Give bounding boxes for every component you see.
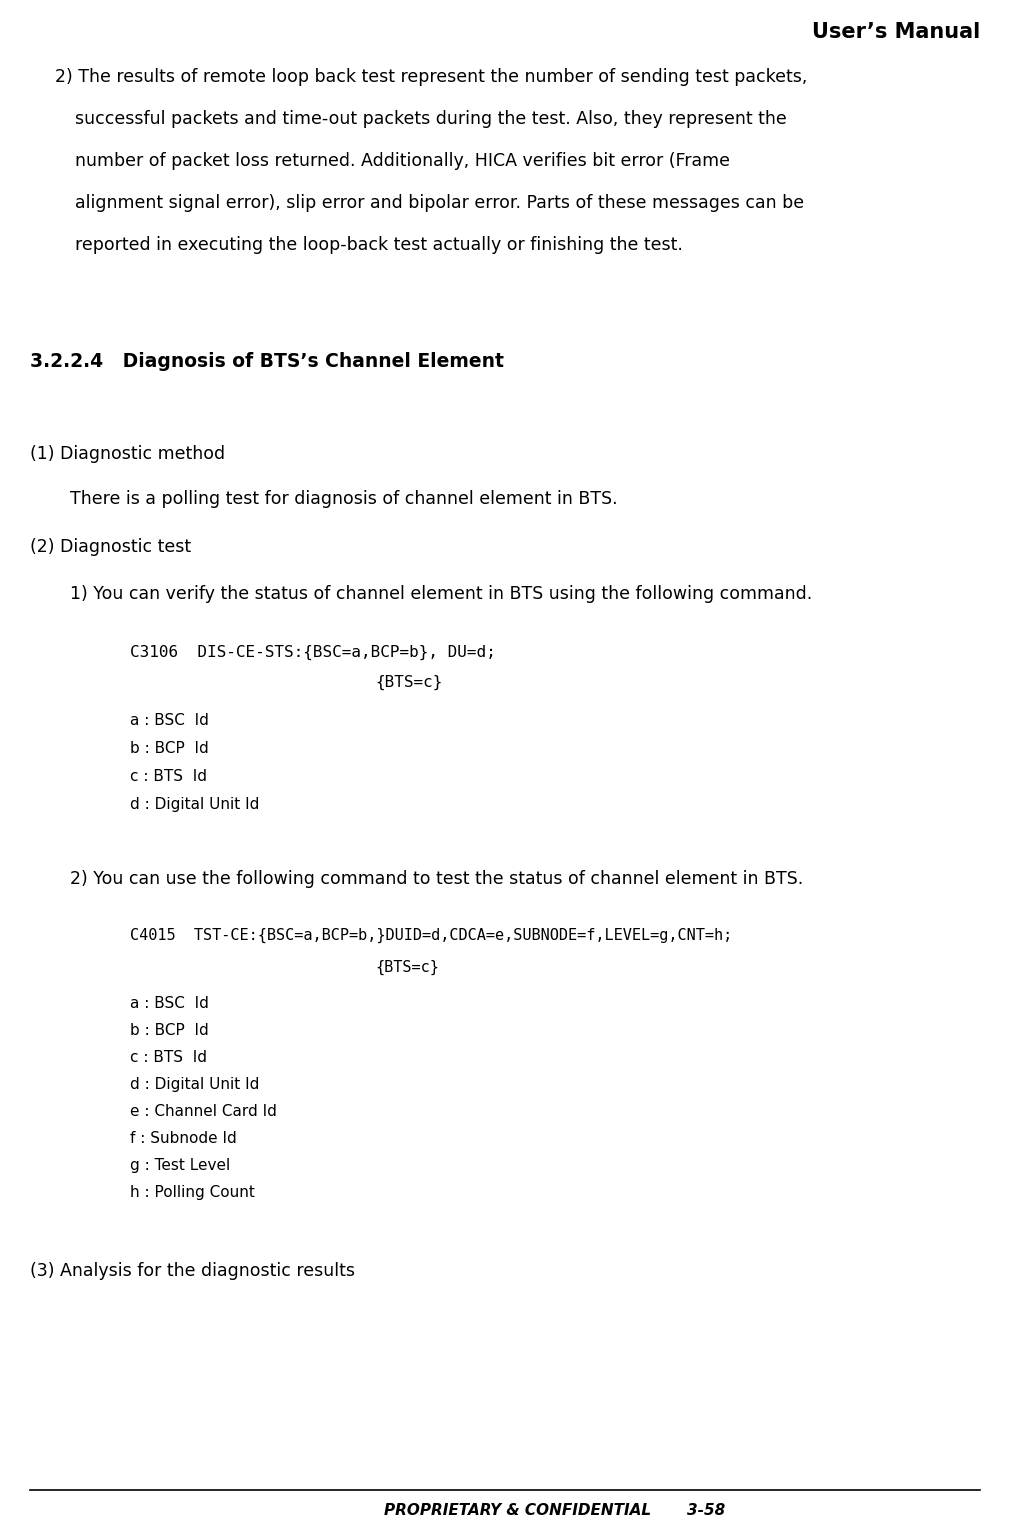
Text: a : BSC  Id: a : BSC Id — [130, 995, 209, 1011]
Text: (1) Diagnostic method: (1) Diagnostic method — [30, 445, 225, 463]
Text: d : Digital Unit Id: d : Digital Unit Id — [130, 797, 260, 812]
Text: There is a polling test for diagnosis of channel element in BTS.: There is a polling test for diagnosis of… — [70, 489, 618, 508]
Text: {BTS=c}: {BTS=c} — [375, 960, 439, 976]
Text: g : Test Level: g : Test Level — [130, 1157, 230, 1173]
Text: (2) Diagnostic test: (2) Diagnostic test — [30, 538, 191, 557]
Text: c : BTS  Id: c : BTS Id — [130, 1050, 207, 1066]
Text: {BTS=c}: {BTS=c} — [375, 674, 442, 690]
Text: number of packet loss returned. Additionally, HICA verifies bit error (Frame: number of packet loss returned. Addition… — [75, 151, 730, 170]
Text: User’s Manual: User’s Manual — [812, 21, 980, 41]
Text: alignment signal error), slip error and bipolar error. Parts of these messages c: alignment signal error), slip error and … — [75, 194, 804, 213]
Text: PROPRIETARY & CONFIDENTIAL: PROPRIETARY & CONFIDENTIAL — [384, 1503, 650, 1518]
Text: a : BSC  Id: a : BSC Id — [130, 713, 209, 728]
Text: b : BCP  Id: b : BCP Id — [130, 742, 209, 755]
Text: 2) The results of remote loop back test represent the number of sending test pac: 2) The results of remote loop back test … — [55, 67, 807, 86]
Text: e : Channel Card Id: e : Channel Card Id — [130, 1104, 277, 1119]
Text: 2) You can use the following command to test the status of channel element in BT: 2) You can use the following command to … — [70, 870, 803, 888]
Text: C3106  DIS-CE-STS:{BSC=a,BCP=b}, DU=d;: C3106 DIS-CE-STS:{BSC=a,BCP=b}, DU=d; — [130, 645, 496, 661]
Text: c : BTS  Id: c : BTS Id — [130, 769, 207, 784]
Text: h : Polling Count: h : Polling Count — [130, 1185, 255, 1200]
Text: C4015  TST-CE:{BSC=a,BCP=b,}DUID=d,CDCA=e,SUBNODE=f,LEVEL=g,CNT=h;: C4015 TST-CE:{BSC=a,BCP=b,}DUID=d,CDCA=e… — [130, 928, 732, 943]
Text: b : BCP  Id: b : BCP Id — [130, 1023, 209, 1038]
Text: (3) Analysis for the diagnostic results: (3) Analysis for the diagnostic results — [30, 1261, 355, 1280]
Text: 3.2.2.4   Diagnosis of BTS’s Channel Element: 3.2.2.4 Diagnosis of BTS’s Channel Eleme… — [30, 352, 504, 372]
Text: d : Digital Unit Id: d : Digital Unit Id — [130, 1076, 260, 1092]
Text: f : Subnode Id: f : Subnode Id — [130, 1131, 236, 1147]
Text: 1) You can verify the status of channel element in BTS using the following comma: 1) You can verify the status of channel … — [70, 586, 812, 602]
Text: reported in executing the loop-back test actually or finishing the test.: reported in executing the loop-back test… — [75, 235, 683, 254]
Text: successful packets and time-out packets during the test. Also, they represent th: successful packets and time-out packets … — [75, 110, 787, 128]
Text: 3-58: 3-58 — [687, 1503, 725, 1518]
